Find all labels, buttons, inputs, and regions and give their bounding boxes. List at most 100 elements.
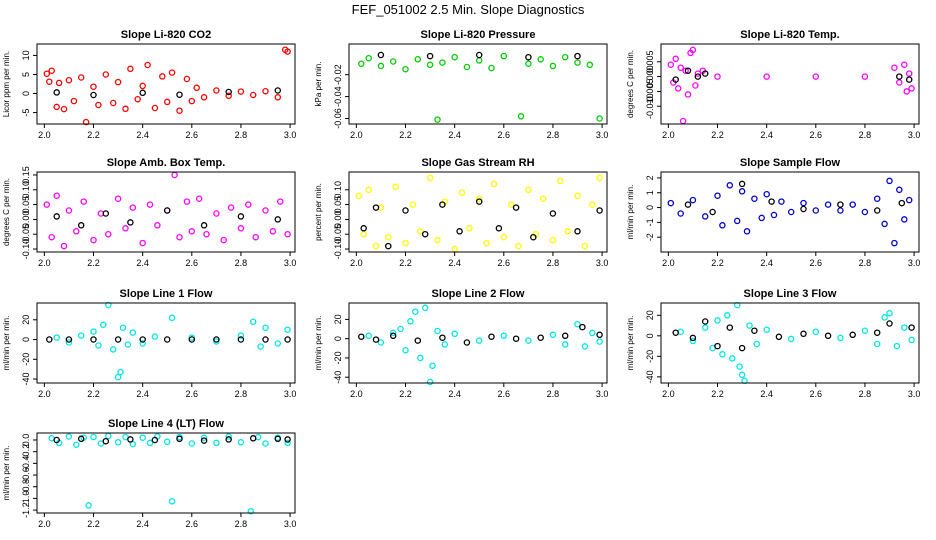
data-point xyxy=(490,180,498,188)
x-tick-label: 2.6 xyxy=(186,258,199,268)
plot-frame xyxy=(36,43,296,125)
data-point xyxy=(284,230,291,238)
data-point xyxy=(377,339,385,346)
data-point xyxy=(849,331,856,339)
y-tick-label: 0.10 xyxy=(21,181,31,199)
data-point xyxy=(441,341,449,348)
data-point xyxy=(881,220,888,228)
data-point xyxy=(677,328,684,335)
data-point xyxy=(139,89,146,97)
data-point xyxy=(227,204,235,211)
data-point xyxy=(237,88,245,95)
y-tick-label: -0.02 xyxy=(333,64,343,85)
y-tick-label: -40 xyxy=(645,370,655,383)
data-point xyxy=(901,61,908,68)
y-tick-label: -1.2 xyxy=(21,502,31,518)
data-point xyxy=(886,177,893,185)
x-tick-label: 2.0 xyxy=(350,389,363,399)
data-point xyxy=(905,196,913,204)
y-tick-label: -0.10 xyxy=(21,239,31,260)
x-tick-label: 2.6 xyxy=(186,389,199,399)
data-point xyxy=(672,76,679,83)
chart-panel: Slope Sample Flow ml/min per min. 2.0 2.2 2.… xyxy=(626,157,920,268)
data-point xyxy=(729,355,736,362)
data-point xyxy=(689,196,697,204)
data-point xyxy=(409,201,417,208)
data-point xyxy=(515,242,522,250)
y-tick-label: 0 xyxy=(333,336,343,341)
data-point xyxy=(561,332,569,340)
figure-title: FEF_051002 2.5 Min. Slope Diagnostics xyxy=(352,2,585,17)
data-point xyxy=(225,88,232,96)
data-point xyxy=(389,332,397,340)
data-point xyxy=(596,115,603,122)
panel-title: Slope Line 3 Flow xyxy=(744,288,837,300)
x-tick-label: 2.8 xyxy=(235,389,248,399)
data-point xyxy=(439,59,446,66)
data-point xyxy=(768,198,775,205)
plot-frame xyxy=(660,171,920,253)
y-axis-label: percent per min. xyxy=(314,183,323,241)
data-point xyxy=(176,233,183,241)
data-point xyxy=(122,225,129,232)
data-point xyxy=(596,207,603,214)
x-tick-label: 2.8 xyxy=(859,258,872,268)
data-point xyxy=(733,217,741,225)
data-point xyxy=(105,230,112,238)
data-point xyxy=(127,219,134,226)
chart-panel: Slope Amb. Box Temp. degrees C per min. 2.… xyxy=(2,157,296,268)
data-point xyxy=(77,435,85,443)
data-point xyxy=(77,74,85,81)
data-point xyxy=(163,336,171,343)
data-point xyxy=(73,441,80,448)
data-point xyxy=(402,65,409,73)
y-tick-label: -20 xyxy=(645,350,655,363)
data-point xyxy=(274,216,282,223)
x-tick-label: 2.4 xyxy=(448,258,461,268)
data-point xyxy=(385,233,392,241)
data-point xyxy=(377,51,385,59)
x-tick-label: 2.0 xyxy=(350,258,363,268)
x-tick-label: 2.8 xyxy=(859,130,872,140)
data-point xyxy=(881,314,888,321)
y-tick-label: -20 xyxy=(21,353,31,366)
data-point xyxy=(225,433,232,440)
x-tick-label: 2.4 xyxy=(136,519,149,529)
data-point xyxy=(426,61,434,69)
data-point xyxy=(694,70,702,77)
x-tick-label: 2.4 xyxy=(448,389,461,399)
data-point xyxy=(77,222,85,229)
data-point xyxy=(537,334,544,341)
x-tick-label: 3.0 xyxy=(284,258,297,268)
data-point xyxy=(119,324,127,331)
data-point xyxy=(667,61,675,68)
data-point xyxy=(200,222,208,229)
data-point xyxy=(426,378,434,386)
x-tick-label: 2.8 xyxy=(235,130,248,140)
y-tick-label: -0.005 xyxy=(645,79,655,105)
data-point xyxy=(421,304,429,312)
data-point xyxy=(127,65,134,73)
data-point xyxy=(129,204,137,211)
data-point xyxy=(284,326,291,333)
data-point xyxy=(849,201,856,208)
y-axis-label: ml/min per min. xyxy=(2,446,11,501)
y-tick-label: -1.0 xyxy=(21,491,31,507)
data-point xyxy=(574,59,581,66)
data-point xyxy=(97,440,105,447)
data-point xyxy=(837,201,844,208)
data-point xyxy=(213,87,220,94)
x-tick-label: 2.2 xyxy=(399,258,412,268)
y-tick-label: 0 xyxy=(21,91,31,96)
data-point xyxy=(451,53,458,61)
data-point xyxy=(495,225,503,232)
data-point xyxy=(53,213,60,220)
x-tick-label: 3.0 xyxy=(596,130,609,140)
panel-title: Slope Line 4 (LT) Flow xyxy=(108,418,224,430)
data-point xyxy=(417,228,424,235)
data-point xyxy=(763,190,770,198)
data-point xyxy=(763,73,770,80)
data-point xyxy=(701,213,709,220)
data-point xyxy=(168,314,176,322)
data-point xyxy=(60,105,68,113)
